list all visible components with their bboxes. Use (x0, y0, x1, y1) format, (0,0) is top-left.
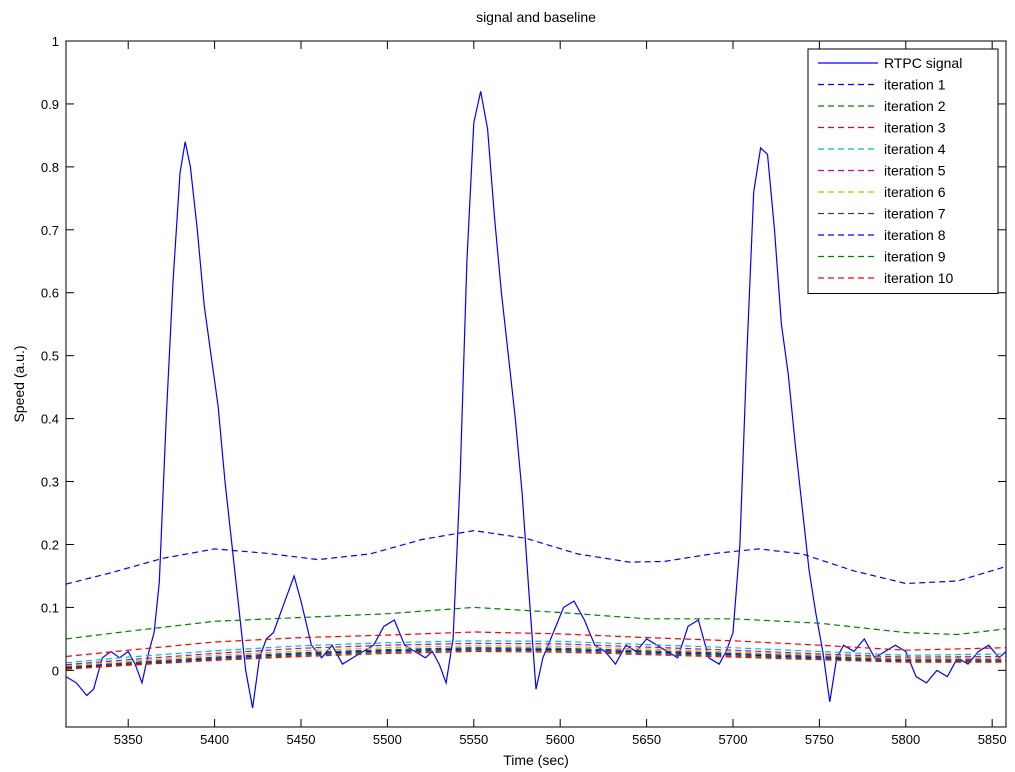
x-tick-label: 5800 (891, 732, 920, 747)
x-tick-label: 5600 (546, 732, 575, 747)
legend-label: iteration 1 (884, 77, 946, 93)
series-line-iteration-7 (66, 647, 1006, 668)
legend: RTPC signal iteration 1 iteration 2 iterati… (807, 48, 999, 294)
series-line-iteration-4 (66, 640, 1006, 664)
x-tick-label: 5500 (373, 732, 402, 747)
y-tick-label: 0 (52, 663, 59, 678)
x-tick-label: 5350 (114, 732, 143, 747)
x-tick-label: 5700 (719, 732, 748, 747)
y-tick-label: 0.9 (41, 97, 59, 112)
series-line-rtpc-signal (66, 91, 1006, 709)
legend-label: iteration 6 (884, 184, 946, 200)
x-axis-label: Time (sec) (503, 752, 569, 768)
y-tick-label: 0.5 (41, 349, 59, 364)
x-tick-label: 5850 (978, 732, 1007, 747)
series-line-iteration-10 (66, 650, 1006, 670)
legend-box (807, 48, 999, 294)
x-tick-label: 5750 (805, 732, 834, 747)
chart-title: signal and baseline (476, 9, 596, 25)
y-tick-label: 0.4 (41, 412, 59, 427)
series-layer (66, 91, 1006, 709)
x-tick-label: 5400 (200, 732, 229, 747)
y-tick-label: 0.1 (41, 600, 59, 615)
y-tick-label: 0.8 (41, 160, 59, 175)
y-tick-label: 1 (52, 34, 59, 49)
legend-label: iteration 10 (884, 270, 953, 286)
x-tick-label: 5550 (459, 732, 488, 747)
series-line-iteration-2 (66, 606, 1006, 640)
legend-label: iteration 5 (884, 163, 946, 179)
y-tick-label: 0.6 (41, 286, 59, 301)
x-tick-label: 5650 (632, 732, 661, 747)
legend-label: iteration 9 (884, 249, 946, 265)
y-tick-label: 0.3 (41, 475, 59, 490)
legend-label: iteration 4 (884, 141, 946, 157)
y-tick-label: 0.2 (41, 537, 59, 552)
series-line-iteration-3 (66, 631, 1006, 658)
plot-frame (65, 40, 1007, 728)
series-line-iteration-5 (66, 642, 1006, 666)
series-line-iteration-6 (66, 645, 1006, 667)
legend-label: RTPC signal (884, 55, 962, 71)
series-line-iteration-1 (66, 529, 1006, 585)
legend-label: iteration 3 (884, 120, 946, 136)
legend-label: iteration 7 (884, 206, 946, 222)
ticks-layer: 5350 5400 5450 5500 5550 5600 5650 5700 5750 5800… (41, 34, 1007, 747)
x-tick-label: 5450 (287, 732, 316, 747)
y-axis-label: Speed (a.u.) (11, 345, 27, 422)
legend-label: iteration 8 (884, 227, 946, 243)
y-tick-label: 0.7 (41, 223, 59, 238)
series-line-iteration-8 (66, 648, 1006, 669)
legend-label: iteration 2 (884, 98, 946, 114)
